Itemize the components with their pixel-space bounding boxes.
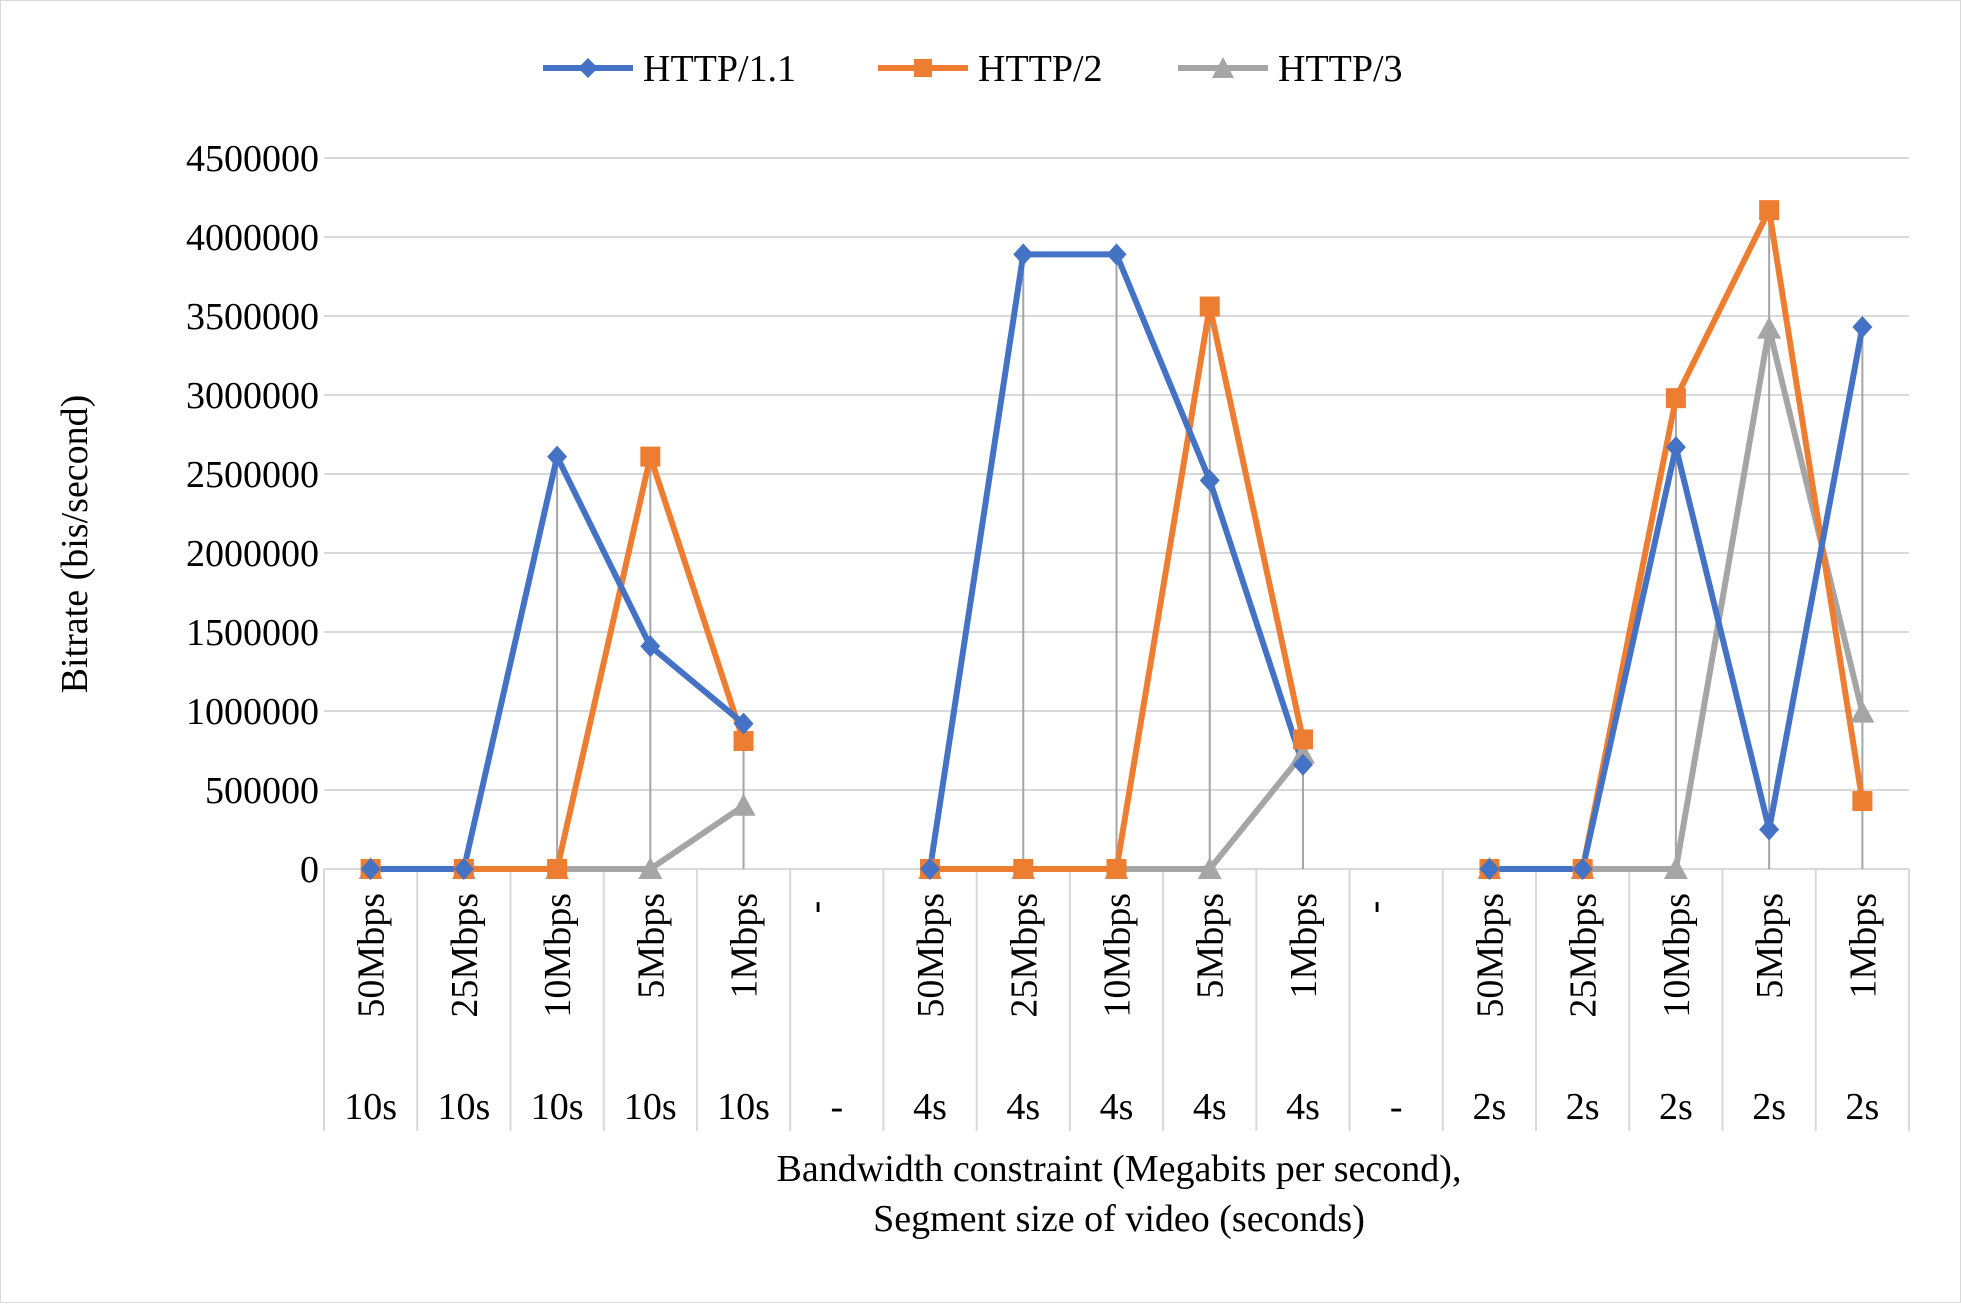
x-tick-label-bandwidth: 25Mbps <box>444 893 486 1018</box>
data-point-http3 <box>638 857 663 879</box>
x-tick-label-bandwidth: - <box>794 901 836 914</box>
x-tick-label-segment: 2s <box>1845 1086 1879 1128</box>
data-point-http11 <box>1572 858 1593 880</box>
x-tick-label-segment: 10s <box>344 1086 397 1128</box>
x-tick-label-bandwidth: 1Mbps <box>724 893 766 999</box>
legend-label-http3: HTTP/3 <box>1278 48 1403 90</box>
data-point-http2 <box>1852 791 1873 812</box>
triangle-marker-icon <box>1212 57 1234 78</box>
x-tick-label-segment: 2s <box>1566 1086 1600 1128</box>
y-tick-label: 2500000 <box>186 454 319 496</box>
legend-label-http11: HTTP/1.1 <box>643 48 796 90</box>
data-point-http3 <box>1757 316 1782 339</box>
x-tick-label-segment: 2s <box>1752 1086 1786 1128</box>
y-tick-label: 1000000 <box>186 691 319 733</box>
data-point-http11 <box>640 635 661 658</box>
data-point-http11 <box>453 858 474 880</box>
tick-labels: 0 500000 1000000 1500000 2000000 2500000 30000… <box>186 138 1884 1128</box>
x-tick-label-segment: 4s <box>1100 1086 1134 1128</box>
data-point-http2 <box>547 859 568 879</box>
data-point-http2 <box>1013 859 1034 879</box>
data-point-http11 <box>1106 243 1127 266</box>
series-lines <box>358 200 1875 880</box>
x-tick-label-bandwidth: 5Mbps <box>1190 893 1232 999</box>
data-point-http11 <box>1852 316 1873 339</box>
data-point-http11 <box>360 858 381 880</box>
x-axis-label-line-1: Bandwidth constraint (Megabits per secon… <box>777 1148 1462 1190</box>
x-tick-label-bandwidth: 1Mbps <box>1842 893 1884 999</box>
y-tick-label: 4500000 <box>186 138 319 180</box>
data-point-http3 <box>1290 741 1315 764</box>
data-point-http2 <box>1759 200 1780 221</box>
data-point-http3 <box>1850 700 1875 723</box>
x-tick-label-bandwidth: 5Mbps <box>630 893 672 999</box>
data-point-http11 <box>1665 436 1686 459</box>
x-tick-label-segment: 4s <box>913 1086 947 1128</box>
x-tick-label-segment: - <box>1390 1086 1403 1128</box>
y-tick-label: 4000000 <box>186 217 319 259</box>
data-point-http11 <box>1292 753 1313 776</box>
y-tick-label: 500000 <box>205 770 319 812</box>
x-tick-label-segment: 10s <box>624 1086 677 1128</box>
data-point-http11 <box>920 858 941 880</box>
data-point-http2 <box>733 731 754 752</box>
data-point-http2 <box>1292 729 1313 750</box>
legend-item-http3: HTTP/3 <box>1178 48 1403 90</box>
x-tick-label-segment: - <box>830 1086 843 1128</box>
legend: HTTP/1.1 HTTP/2 HTTP/3 <box>543 48 1403 90</box>
y-tick-label: 3000000 <box>186 375 319 417</box>
x-tick-label-segment: 4s <box>1193 1086 1227 1128</box>
x-tick-label-bandwidth: 5Mbps <box>1749 893 1791 999</box>
legend-item-http2: HTTP/2 <box>878 48 1103 90</box>
x-tick-label-bandwidth: 50Mbps <box>910 893 952 1018</box>
data-point-http11 <box>1479 858 1500 880</box>
x-tick-label-segment: 4s <box>1006 1086 1040 1128</box>
square-marker-icon <box>914 59 932 77</box>
x-tick-label-bandwidth: 10Mbps <box>1656 893 1698 1018</box>
x-tick-label-segment: 10s <box>717 1086 770 1128</box>
legend-item-http11: HTTP/1.1 <box>543 48 796 90</box>
x-tick-label-bandwidth: 50Mbps <box>351 893 393 1018</box>
x-tick-label-bandwidth: 25Mbps <box>1563 893 1605 1018</box>
x-tick-label-bandwidth: 1Mbps <box>1283 893 1325 999</box>
y-tick-label: 2000000 <box>186 533 319 575</box>
x-tick-label-segment: 2s <box>1473 1086 1507 1128</box>
data-point-http2 <box>1106 859 1127 879</box>
y-tick-label: 0 <box>300 849 319 891</box>
x-tick-label-bandwidth: 50Mbps <box>1469 893 1511 1018</box>
data-point-http11 <box>547 445 568 468</box>
x-tick-label-segment: 10s <box>531 1086 584 1128</box>
x-tick-label-segment: 4s <box>1286 1086 1320 1128</box>
data-point-http2 <box>640 446 661 467</box>
data-point-http11 <box>1759 818 1780 841</box>
y-tick-label: 1500000 <box>186 612 319 654</box>
data-point-http2 <box>1665 388 1686 409</box>
x-tick-label-bandwidth: 10Mbps <box>1097 893 1139 1018</box>
diamond-marker-icon <box>578 58 598 78</box>
x-axis-label-line-2: Segment size of video (seconds) <box>873 1198 1365 1240</box>
x-tick-label-segment: 10s <box>437 1086 490 1128</box>
y-axis-label: Bitrate (bis/second) <box>54 395 96 694</box>
x-tick-label-bandwidth: 10Mbps <box>537 893 579 1018</box>
data-point-http11 <box>1199 469 1220 492</box>
x-tick-label-bandwidth: 25Mbps <box>1003 893 1045 1018</box>
data-point-http11 <box>1013 243 1034 266</box>
data-point-http2 <box>1199 296 1220 317</box>
legend-label-http2: HTTP/2 <box>978 48 1103 90</box>
data-point-http11 <box>733 712 754 735</box>
data-point-http3 <box>1197 857 1222 879</box>
x-tick-label-segment: 2s <box>1659 1086 1693 1128</box>
data-point-http3 <box>731 793 756 816</box>
data-point-http3 <box>1663 857 1688 879</box>
y-tick-label: 3500000 <box>186 296 319 338</box>
x-tick-label-bandwidth: - <box>1353 901 1395 914</box>
